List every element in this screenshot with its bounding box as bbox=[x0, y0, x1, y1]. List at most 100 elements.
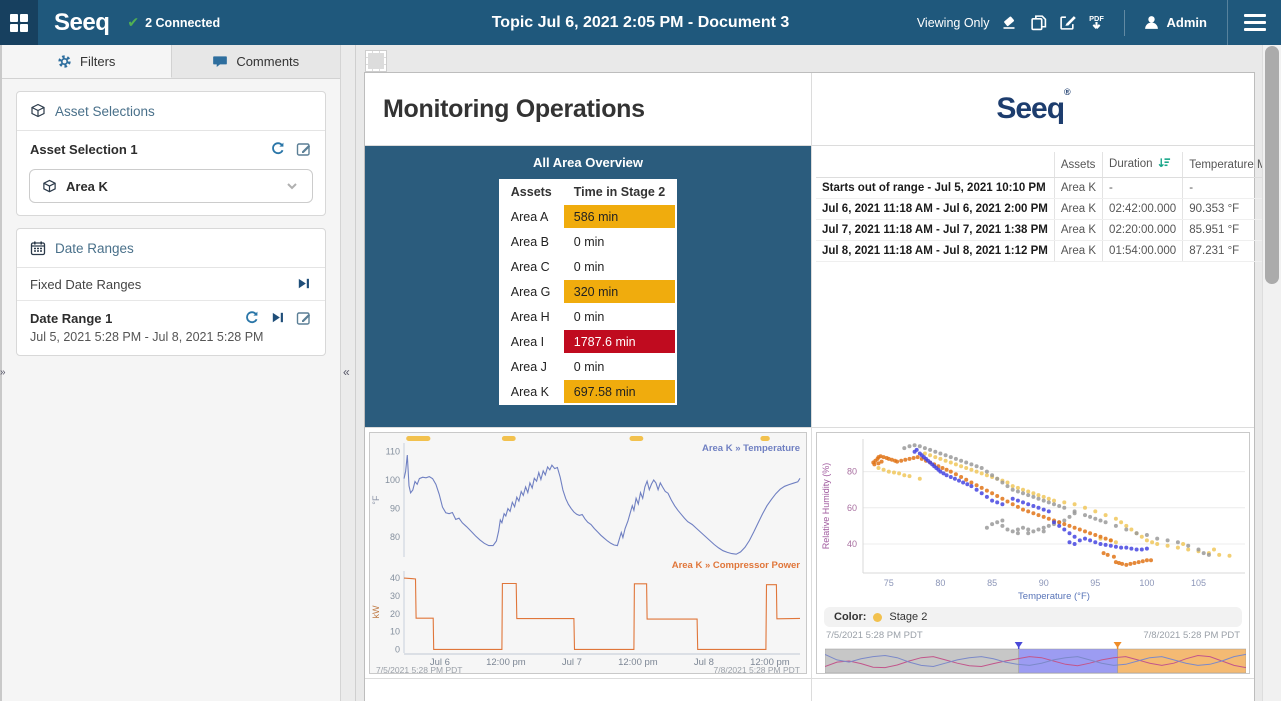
document-page: Monitoring Operations Seeq® All Area Ove… bbox=[364, 72, 1281, 701]
date-ranges-title: Date Ranges bbox=[55, 240, 134, 256]
svg-text:Area K » Compressor Power: Area K » Compressor Power bbox=[672, 560, 801, 571]
table-row: Area G 320 min bbox=[500, 280, 676, 303]
table-row: Starts out of range - Jul 5, 2021 10:10 … bbox=[816, 177, 1281, 199]
svg-text:95: 95 bbox=[1090, 578, 1100, 588]
edit-pencil-icon[interactable] bbox=[296, 141, 312, 157]
svg-text:85: 85 bbox=[987, 578, 997, 588]
chevron-down-icon bbox=[287, 183, 297, 190]
user-icon bbox=[1144, 16, 1158, 29]
app-switcher-button[interactable] bbox=[0, 0, 38, 45]
vertical-scrollbar[interactable] bbox=[1262, 45, 1281, 701]
calendar-icon bbox=[30, 241, 46, 256]
svg-text:75: 75 bbox=[884, 578, 894, 588]
timeline-start-timestamp: 7/5/2021 5:28 PM PDT bbox=[826, 630, 923, 641]
svg-text:30: 30 bbox=[390, 591, 400, 601]
hamburger-menu-button[interactable] bbox=[1227, 0, 1281, 45]
sidebar-collapse-rail[interactable]: « bbox=[341, 45, 356, 701]
scatter-chart-cell: 80 60 40 75 80 85 90 95 100 105 Temperature (°F) Re… bbox=[812, 428, 1254, 679]
metrics-col-assets: Assets bbox=[1054, 152, 1104, 178]
date-range-row: Date Range 1 Jul 5, 2021 5:28 PM - Jul bbox=[17, 301, 325, 355]
asset-selection-name: Asset Selection 1 bbox=[30, 141, 138, 157]
gear-icon bbox=[58, 54, 71, 68]
svg-text:110: 110 bbox=[386, 447, 400, 457]
svg-text:Jul 8: Jul 8 bbox=[694, 657, 714, 668]
seeq-logo[interactable]: Seeq bbox=[54, 8, 110, 36]
svg-text:0: 0 bbox=[395, 644, 400, 654]
step-to-end-icon[interactable] bbox=[270, 310, 286, 326]
timeline-selector[interactable] bbox=[824, 642, 1247, 673]
svg-text:100: 100 bbox=[1139, 578, 1154, 588]
legend-color-label: Color: bbox=[834, 611, 867, 623]
scatter-chart[interactable]: 80 60 40 75 80 85 90 95 100 105 Temperature (°F) Re… bbox=[816, 432, 1250, 674]
metrics-table: Assets Duration Temperature Max Starts o… bbox=[816, 152, 1281, 262]
sidebar: Filters Comments Asset Selections Asset … bbox=[0, 45, 341, 701]
tab-comments[interactable]: Comments bbox=[171, 45, 340, 78]
date-ranges-card: Date Ranges Fixed Date Ranges Date Range… bbox=[16, 228, 326, 356]
scatter-color-legend: Color: Stage 2 bbox=[824, 607, 1242, 627]
cube-icon bbox=[31, 103, 45, 118]
table-row: Area I 1787.6 min bbox=[500, 330, 676, 353]
date-ranges-header: Date Ranges bbox=[17, 229, 325, 268]
svg-text:80: 80 bbox=[390, 532, 400, 542]
metrics-col-duration[interactable]: Duration bbox=[1102, 152, 1184, 178]
edit-icon[interactable] bbox=[1058, 13, 1077, 32]
fixed-date-ranges-label: Fixed Date Ranges bbox=[30, 276, 142, 292]
svg-text:°F: °F bbox=[371, 495, 381, 505]
svg-text:Relative Humidity (%): Relative Humidity (%) bbox=[821, 463, 831, 550]
table-row: Area A 586 min bbox=[500, 205, 676, 228]
svg-text:40: 40 bbox=[390, 573, 400, 583]
comment-icon bbox=[213, 56, 228, 68]
collapse-arrows-icon: « bbox=[343, 365, 350, 379]
asset-selection-dropdown[interactable]: Area K bbox=[29, 169, 313, 203]
document-heading-cell: Monitoring Operations bbox=[365, 73, 812, 146]
refresh-icon[interactable] bbox=[244, 310, 260, 326]
overview-col-time: Time in Stage 2 bbox=[563, 181, 676, 203]
svg-text:7/8/2021 5:28 PM PDT: 7/8/2021 5:28 PM PDT bbox=[714, 665, 800, 674]
pdf-download-icon[interactable]: PDF bbox=[1087, 13, 1106, 32]
metrics-cell: Assets Duration Temperature Max Starts o… bbox=[812, 146, 1281, 428]
trend-chart[interactable]: 110 100 90 80 °F Area K » Temperature 40 30 20 10… bbox=[369, 432, 807, 674]
refresh-icon[interactable] bbox=[270, 141, 286, 157]
tab-filters-label: Filters bbox=[80, 53, 116, 69]
sort-descending-icon[interactable] bbox=[1158, 157, 1171, 172]
divider bbox=[1123, 9, 1125, 36]
svg-text:12:00 pm: 12:00 pm bbox=[486, 657, 526, 668]
content-drag-handle[interactable] bbox=[365, 50, 387, 72]
date-range-value: Jul 5, 2021 5:28 PM - Jul 8, 2021 5:28 P… bbox=[30, 330, 264, 344]
cube-icon bbox=[43, 179, 56, 192]
svg-text:Jul 7: Jul 7 bbox=[562, 657, 582, 668]
edit-pencil-icon[interactable] bbox=[296, 310, 312, 326]
scrollbar-thumb[interactable] bbox=[1265, 46, 1279, 284]
grid-icon bbox=[10, 13, 28, 32]
seeq-document-logo: Seeq® bbox=[996, 87, 1070, 125]
connection-status[interactable]: ✔ 2 Connected bbox=[127, 14, 220, 31]
step-to-end-icon[interactable] bbox=[296, 276, 312, 292]
svg-text:10: 10 bbox=[390, 627, 400, 637]
viewing-only-label: Viewing Only bbox=[916, 15, 990, 30]
expand-panel-handle[interactable]: » bbox=[0, 367, 6, 378]
table-row: Jul 7, 2021 11:18 AM - Jul 7, 2021 1:38 … bbox=[816, 219, 1281, 241]
eraser-icon[interactable] bbox=[1000, 13, 1019, 32]
user-name: Admin bbox=[1166, 15, 1207, 30]
svg-text:12:00 pm: 12:00 pm bbox=[618, 657, 658, 668]
selected-asset: Area K bbox=[66, 178, 108, 194]
user-menu[interactable]: Admin bbox=[1143, 14, 1207, 31]
top-bar: Seeq ✔ 2 Connected Topic Jul 6, 2021 2:0… bbox=[0, 0, 1281, 45]
svg-text:20: 20 bbox=[390, 609, 400, 619]
next-row-cell bbox=[365, 679, 812, 701]
overview-col-assets: Assets bbox=[500, 181, 562, 203]
timeline-end-timestamp: 7/8/2021 5:28 PM PDT bbox=[1143, 630, 1240, 641]
sidebar-tabs: Filters Comments bbox=[2, 45, 340, 79]
connection-label: 2 Connected bbox=[145, 15, 221, 30]
svg-text:Temperature (°F): Temperature (°F) bbox=[1018, 591, 1090, 601]
svg-text:90: 90 bbox=[390, 504, 400, 514]
date-range-name: Date Range 1 bbox=[30, 310, 113, 326]
copy-icon[interactable] bbox=[1029, 13, 1048, 32]
all-area-overview-panel[interactable]: All Area Overview Assets Time in Stage 2… bbox=[365, 146, 811, 427]
tab-filters[interactable]: Filters bbox=[2, 45, 172, 78]
legend-entry: Stage 2 bbox=[889, 611, 928, 623]
svg-text:80: 80 bbox=[847, 467, 857, 477]
trend-chart-cell: 110 100 90 80 °F Area K » Temperature 40 30 20 10… bbox=[365, 428, 812, 679]
check-icon: ✔ bbox=[127, 14, 140, 30]
